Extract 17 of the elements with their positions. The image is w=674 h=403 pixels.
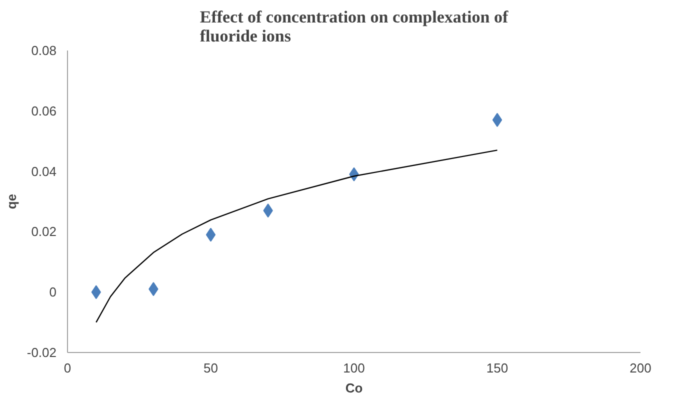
y-tick-label: 0 [49, 284, 57, 300]
line-series [96, 150, 498, 323]
point [492, 112, 502, 127]
x-tick-label: 100 [343, 360, 365, 376]
y-tick-label: 0.08 [31, 43, 57, 58]
x-tick-label: 0 [64, 360, 72, 376]
y-tick-label: -0.02 [26, 345, 57, 360]
x-tick-label: 150 [486, 360, 508, 376]
chart-title: Effect of concentration on complexation of fluoride ions [200, 8, 508, 46]
point [206, 228, 216, 242]
x-tick-label: 50 [204, 360, 218, 376]
y-tick-label: 0.04 [31, 164, 57, 179]
y-axis-title: qe [4, 194, 19, 210]
x-tick-label: 200 [630, 360, 652, 376]
y-tick-label: 0.06 [31, 103, 57, 118]
x-axis-title: Co [345, 380, 363, 396]
y-tick-label: 0.02 [31, 224, 57, 240]
